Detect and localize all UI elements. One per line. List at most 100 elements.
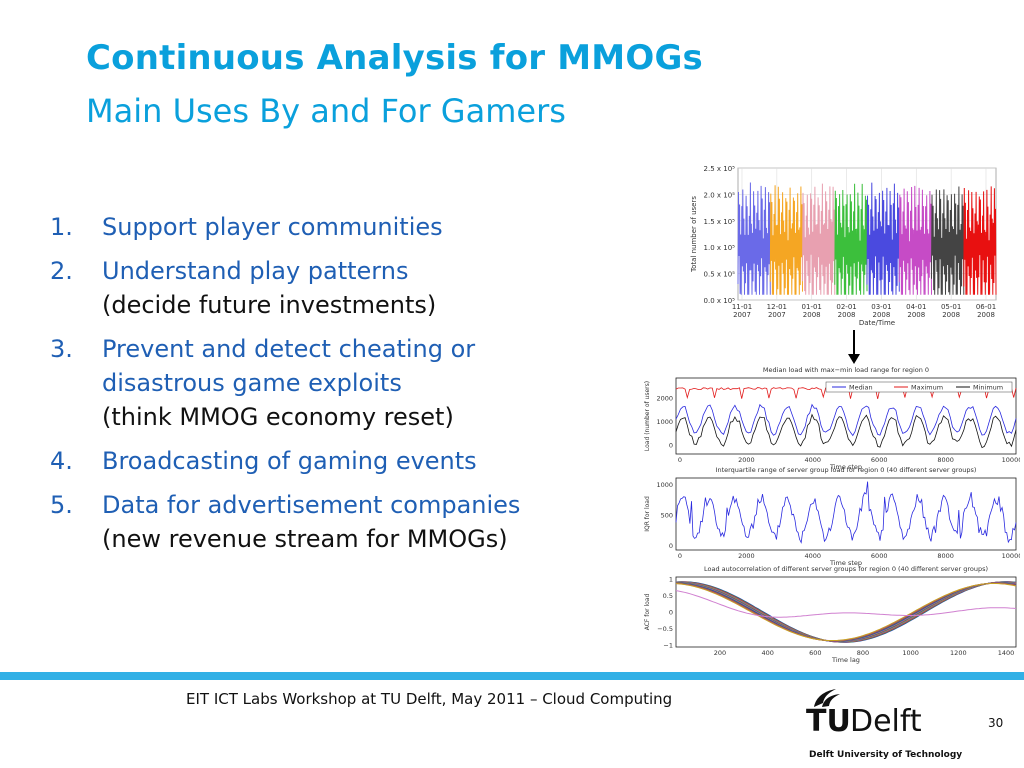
x-tick-label: 4000	[805, 552, 822, 560]
y-tick-label: −1	[663, 641, 673, 649]
acf-line	[675, 582, 1017, 642]
y-tick-label: 0	[669, 542, 673, 550]
x-tick-label: 11-01	[732, 303, 752, 311]
median-load-chart: Median load with max−min load range for …	[644, 366, 1020, 471]
series-line	[802, 183, 836, 295]
list-number: 2.	[50, 257, 73, 285]
legend-label: Maximum	[911, 384, 943, 392]
slide-title: Continuous Analysis for MMOGs	[86, 38, 703, 78]
y-axis-label: ACF for load	[644, 594, 651, 631]
x-tick-label: 0	[678, 552, 682, 560]
acf-line	[675, 590, 1017, 618]
minimum-line	[675, 413, 1017, 449]
x-tick-label: 600	[809, 649, 821, 657]
iqr-load-chart: Interquartile range of server group load…	[644, 466, 1020, 567]
x-tick-label: 2000	[738, 456, 755, 464]
x-tick-label: 03-01	[871, 303, 891, 311]
legend-label: Median	[849, 384, 873, 392]
y-tick-label: 0.5	[663, 592, 673, 600]
list-item: 2. Understand play patterns (decide futu…	[50, 254, 640, 322]
y-tick-label: 2000	[656, 394, 673, 402]
down-arrow-icon	[848, 330, 860, 364]
logo-tu: TU	[806, 704, 851, 739]
footer-band	[0, 672, 1024, 680]
x-tick-label: 2008	[977, 311, 995, 319]
x-axis-label: Time step	[829, 559, 862, 567]
x-tick-label: 2008	[907, 311, 925, 319]
list-number: 5.	[50, 491, 73, 519]
list-item: 5. Data for advertisement companies (new…	[50, 488, 640, 556]
x-tick-label: 2008	[873, 311, 891, 319]
list-subtext: (decide future investments)	[102, 291, 437, 319]
list-item: 4. Broadcasting of gaming events	[50, 444, 640, 478]
list-text: Understand play patterns	[102, 257, 409, 285]
y-tick-label: 2.5 x 10⁵	[704, 165, 736, 173]
list-subtext: (new revenue stream for MMOGs)	[102, 525, 508, 553]
x-tick-label: 200	[714, 649, 726, 657]
y-axis-label: Load (number of users)	[644, 381, 651, 451]
list-text: Broadcasting of gaming events	[102, 447, 477, 475]
y-tick-label: −0.5	[657, 625, 673, 633]
x-tick-label: 01-01	[802, 303, 822, 311]
x-tick-label: 1200	[950, 649, 967, 657]
x-tick-label: 2008	[942, 311, 960, 319]
list-number: 4.	[50, 447, 73, 475]
x-tick-label: 6000	[871, 552, 888, 560]
list-item: 1. Support player communities	[50, 210, 640, 244]
list-text: Data for advertisement companies	[102, 491, 521, 519]
slide-subtitle: Main Uses By and For Gamers	[86, 92, 566, 130]
y-tick-label: 1.5 x 10⁵	[704, 218, 736, 226]
series-line	[931, 186, 965, 295]
x-tick-label: 04-01	[906, 303, 926, 311]
x-tick-label: 2000	[738, 552, 755, 560]
x-tick-label: 1000	[902, 649, 919, 657]
plot-area	[675, 477, 1017, 551]
list-item: 3. Prevent and detect cheating or disast…	[50, 332, 640, 434]
y-tick-label: 0.0 x 10⁵	[704, 297, 736, 305]
plot-area	[675, 576, 1017, 648]
x-tick-label: 12-01	[767, 303, 787, 311]
x-tick-label: 4000	[805, 456, 822, 464]
x-axis-label: Time step	[829, 463, 862, 471]
list-number: 1.	[50, 213, 73, 241]
logo-subtitle: Delft University of Technology	[809, 750, 963, 760]
footer-text: EIT ICT Labs Workshop at TU Delft, May 2…	[186, 690, 673, 708]
list-number: 3.	[50, 335, 73, 363]
x-tick-label: 8000	[937, 456, 954, 464]
page-number: 30	[988, 716, 1004, 730]
logo-delft: Delft	[850, 704, 922, 739]
total-users-chart: 0.0 x 10⁵ 0.5 x 10⁵ 1.0 x 10⁵ 1.5 x 10⁵ 2.0 …	[690, 165, 997, 327]
y-axis-label: IQR for load	[644, 496, 651, 532]
x-tick-label: 2008	[838, 311, 856, 319]
x-tick-label: 800	[857, 649, 869, 657]
x-tick-label: 05-01	[941, 303, 961, 311]
x-axis-label: Time lag	[831, 656, 860, 664]
x-tick-label: 0	[678, 456, 682, 464]
tu-delft-flame-icon	[814, 689, 840, 707]
iqr-line	[675, 481, 1017, 544]
median-line	[675, 403, 1017, 437]
x-tick-label: 02-01	[836, 303, 856, 311]
x-tick-label: 8000	[937, 552, 954, 560]
y-tick-label: 0	[669, 609, 673, 617]
legend-box	[825, 381, 1013, 393]
x-tick-label: 400	[761, 649, 773, 657]
autocorrelation-chart: Load autocorrelation of different server…	[644, 565, 1017, 664]
x-tick-label: 6000	[871, 456, 888, 464]
list-text: Support player communities	[102, 213, 443, 241]
x-axis-label: Date/Time	[859, 319, 895, 327]
y-tick-label: 0.5 x 10⁵	[704, 271, 736, 279]
bullet-list: 1. Support player communities 2. Underst…	[50, 210, 640, 566]
y-tick-label: 1000	[656, 418, 673, 426]
chart-title: Load autocorrelation of different server…	[704, 565, 988, 573]
y-tick-label: 500	[661, 512, 673, 520]
x-tick-label: 2007	[768, 311, 786, 319]
x-tick-label: 06-01	[976, 303, 996, 311]
y-axis-label: Total number of users	[690, 196, 698, 273]
y-tick-label: 1.0 x 10⁵	[704, 244, 736, 252]
x-tick-label: 1400	[998, 649, 1015, 657]
y-tick-label: 1	[669, 576, 673, 584]
y-tick-label: 2.0 x 10⁵	[704, 191, 736, 199]
